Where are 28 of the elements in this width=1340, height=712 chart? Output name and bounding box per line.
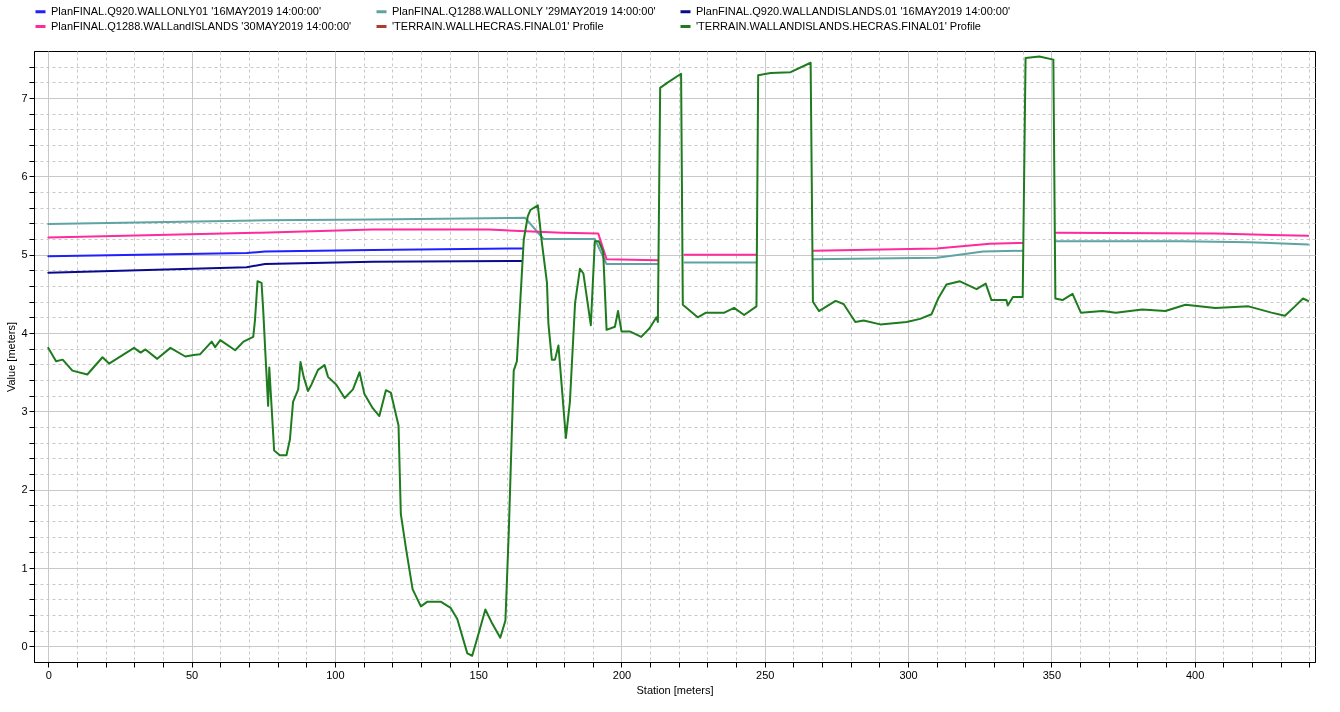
x-tick-label: 250 (756, 668, 775, 681)
x-axis-title: Station [meters] (636, 683, 714, 696)
legend-label: PlanFINAL.Q920.WALLONLY01 '16MAY2019 14:00:00' (51, 4, 321, 17)
x-tick-label: 150 (469, 668, 488, 681)
y-axis-title: Value [meters] (5, 321, 18, 393)
legend-label: 'TERRAIN.WALLHECRAS.FINAL01' Profile (392, 19, 604, 32)
legend-label: 'TERRAIN.WALLANDISLANDS.HECRAS.FINAL01' Profile (696, 19, 981, 32)
line-series (47, 55, 1310, 657)
legend-label: PlanFINAL.Q1288.WALLandISLANDS '30MAY2019 14:00:00' (51, 19, 352, 32)
y-tick-label: 5 (21, 248, 28, 261)
y-tick-label: 4 (21, 326, 28, 339)
legend-label: PlanFINAL.Q920.WALLANDISLANDS.01 '16MAY2019 14:00:00' (696, 4, 1011, 17)
y-tick-label: 6 (21, 169, 28, 182)
line-series (47, 259, 524, 274)
y-tick-label: 1 (21, 561, 28, 574)
y-tick-label: 3 (21, 404, 28, 417)
x-tick-label: 350 (1042, 668, 1062, 681)
x-tick-label: 300 (899, 668, 918, 681)
x-tick-label: 400 (1185, 668, 1205, 681)
legend-label: PlanFINAL.Q1288.WALLONLY '29MAY2019 14:00:00' (392, 4, 656, 17)
line-series (47, 247, 524, 258)
x-tick-label: 0 (45, 668, 52, 681)
x-tick-label: 100 (326, 668, 345, 681)
x-tick-label: 50 (185, 668, 199, 681)
y-tick-label: 0 (21, 639, 28, 652)
x-tick-label: 200 (612, 668, 632, 681)
y-tick-label: 2 (21, 483, 28, 496)
y-tick-label: 7 (21, 91, 28, 104)
